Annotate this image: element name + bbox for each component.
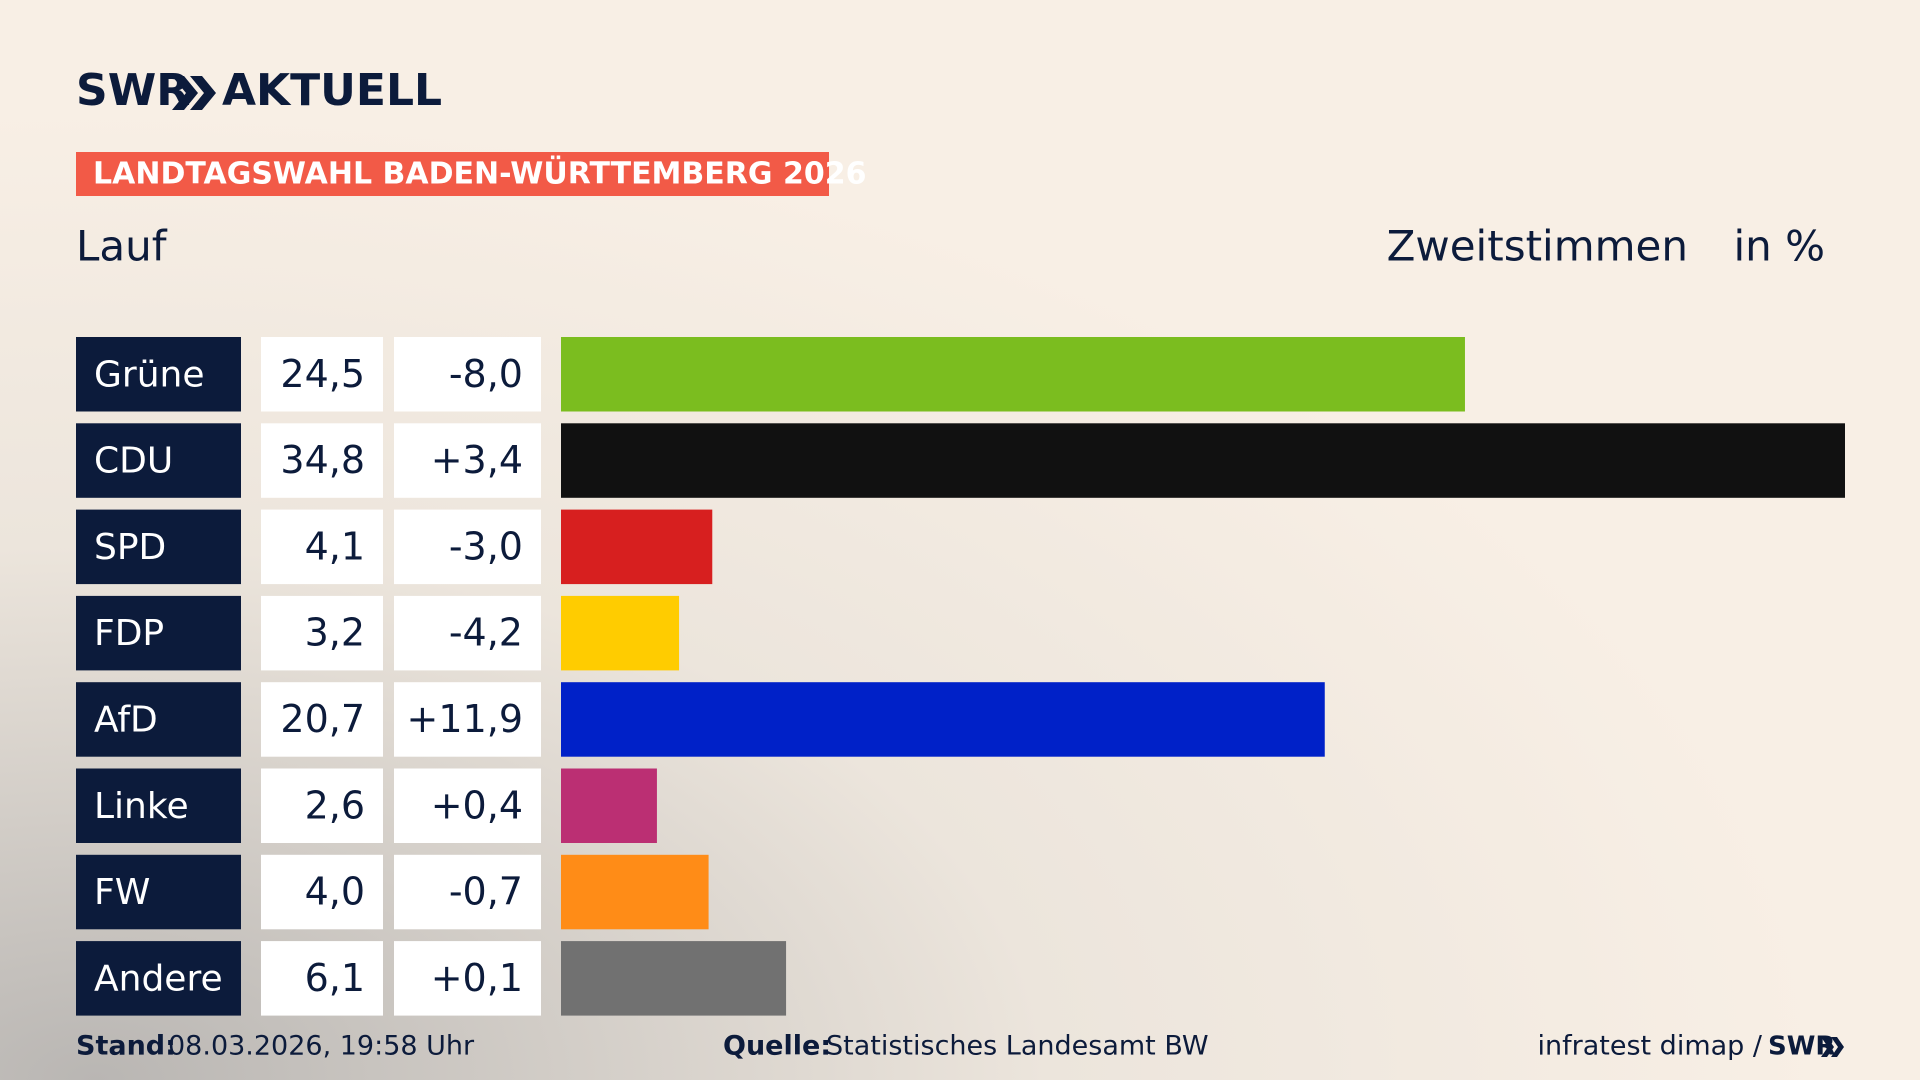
party-box [76, 423, 241, 498]
value-label: 3,2 [305, 611, 365, 655]
change-box [394, 595, 541, 671]
bar [561, 941, 787, 1016]
change-box [394, 941, 541, 1016]
change-label: -0,7 [449, 870, 523, 914]
credit-chevrons [1821, 1037, 1844, 1057]
party-box [76, 337, 241, 412]
party-box [76, 509, 241, 585]
value-label: 6,1 [305, 956, 365, 1000]
value-box [261, 854, 383, 930]
change-label: -8,0 [449, 352, 523, 396]
change-label: -3,0 [449, 524, 523, 568]
party-label: FDP [94, 613, 164, 654]
brand: SWR [76, 65, 190, 116]
party-label: Andere [94, 958, 223, 999]
value-box [261, 509, 383, 585]
measure: Zweitstimmen [1387, 222, 1688, 271]
change-box [394, 854, 541, 930]
change-label: -4,2 [449, 611, 523, 655]
subtitle: Lauf [76, 222, 168, 271]
change-label: +0,4 [431, 783, 523, 827]
value-label: 24,5 [280, 352, 365, 396]
change-label: +3,4 [431, 438, 523, 482]
value-label: 4,1 [305, 524, 365, 568]
party-label: Grüne [94, 354, 204, 395]
value-box [261, 423, 383, 498]
party-label: Linke [94, 786, 189, 827]
value-box [261, 337, 383, 412]
bar [561, 682, 1325, 757]
value-label: 20,7 [280, 697, 365, 741]
stand: 08.03.2026, 19:58 Uhr [168, 1031, 475, 1062]
bar [561, 337, 1465, 412]
unit: in % [1733, 222, 1825, 271]
party-box [76, 595, 241, 671]
source-label: Quelle: [723, 1031, 831, 1062]
party-box [76, 682, 241, 757]
party-box [76, 854, 241, 930]
party-box [76, 768, 241, 843]
party-label: CDU [94, 441, 173, 482]
value-label: 4,0 [305, 870, 365, 914]
bar [561, 509, 713, 585]
value-box [261, 941, 383, 1016]
brand-chevrons [172, 76, 216, 110]
party-box [76, 941, 241, 1016]
change-box [394, 509, 541, 585]
bar [561, 423, 1845, 498]
title-box [76, 152, 829, 196]
change-box [394, 768, 541, 843]
credit: infratest dimap / [1537, 1031, 1762, 1062]
value-label: 34,8 [280, 438, 365, 482]
chart-title: LANDTAGSWAHL BADEN-WÜRTTEMBERG 2026 [93, 155, 866, 192]
value-box [261, 682, 383, 757]
value-box [261, 595, 383, 671]
bar [561, 595, 680, 671]
party-label: FW [94, 872, 150, 913]
change-label: +11,9 [407, 697, 523, 741]
source: Statistisches Landesamt BW [826, 1031, 1209, 1062]
change-box [394, 423, 541, 498]
brand-suffix: AKTUELL [222, 65, 442, 116]
stand-label: Stand: [76, 1031, 176, 1062]
value-box [261, 768, 383, 843]
change-box [394, 682, 541, 757]
party-label: AfD [94, 699, 158, 740]
party-label: SPD [94, 527, 166, 568]
change-box [394, 337, 541, 412]
change-label: +0,1 [431, 956, 523, 1000]
bar [561, 768, 657, 843]
bar [561, 854, 709, 930]
value-label: 2,6 [305, 783, 365, 827]
